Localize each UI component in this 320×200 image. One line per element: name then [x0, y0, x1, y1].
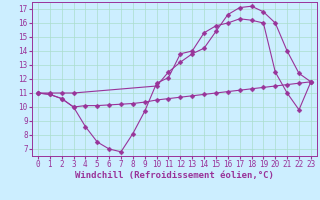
X-axis label: Windchill (Refroidissement éolien,°C): Windchill (Refroidissement éolien,°C): [75, 171, 274, 180]
